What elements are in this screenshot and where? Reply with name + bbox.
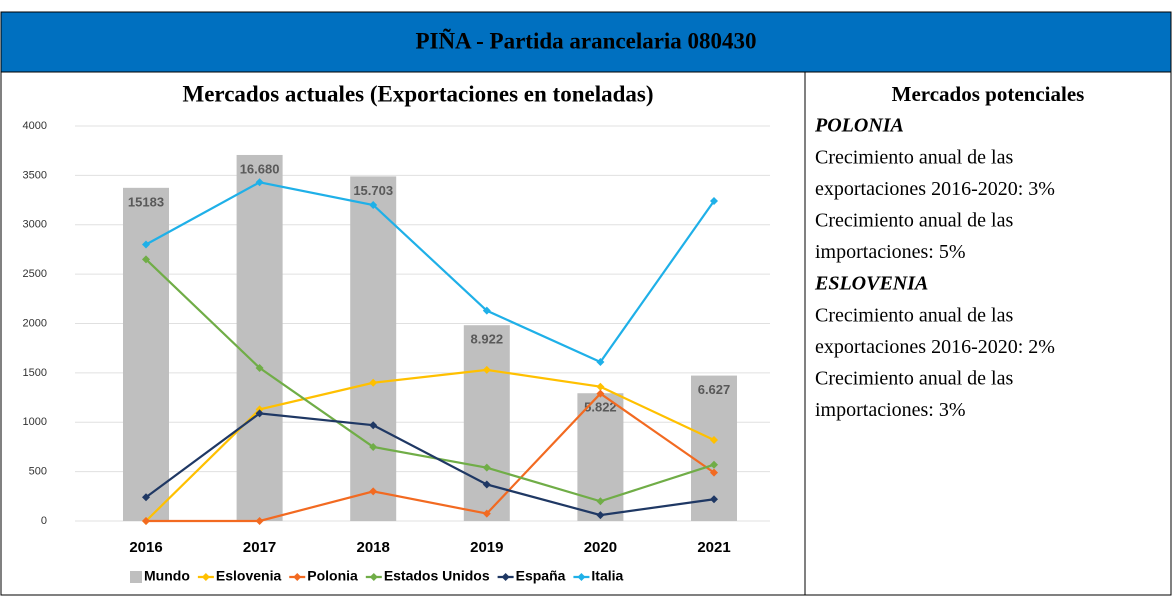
line-marker bbox=[710, 436, 718, 445]
right-title: Mercados potenciales bbox=[892, 82, 1085, 106]
line-marker bbox=[142, 240, 150, 249]
y-tick-label: 0 bbox=[41, 515, 47, 527]
x-tick-label: 2017 bbox=[243, 539, 276, 556]
y-tick-label: 1500 bbox=[23, 367, 47, 379]
line-marker bbox=[596, 358, 605, 367]
x-tick-label: 2016 bbox=[129, 539, 162, 556]
legend-swatch bbox=[130, 571, 142, 583]
line-marker bbox=[596, 382, 605, 391]
bar bbox=[463, 325, 510, 521]
y-tick-label: 3000 bbox=[23, 219, 47, 231]
x-tick-label: 2021 bbox=[697, 539, 730, 556]
line-marker bbox=[596, 389, 605, 398]
section-line: Crecimiento anual de las bbox=[815, 368, 1013, 390]
line-marker bbox=[369, 442, 378, 451]
header-bar bbox=[0, 11, 1172, 73]
line-marker bbox=[596, 497, 605, 506]
line-marker bbox=[482, 306, 491, 315]
line-series bbox=[145, 368, 715, 522]
section-heading: ESLOVENIA bbox=[814, 273, 928, 295]
x-tick-label: 2018 bbox=[357, 539, 390, 556]
section-line: importaciones: 5% bbox=[815, 241, 966, 263]
line-series bbox=[145, 412, 715, 517]
section-line: Crecimiento anual de las bbox=[815, 210, 1013, 232]
line-series bbox=[146, 392, 715, 523]
legend-marker bbox=[577, 573, 586, 581]
x-tick-label: 2020 bbox=[584, 539, 617, 556]
legend-marker bbox=[293, 573, 302, 581]
line-marker bbox=[255, 178, 264, 187]
legend-marker bbox=[369, 573, 378, 581]
line-marker bbox=[255, 409, 264, 418]
line-marker bbox=[142, 493, 150, 502]
y-tick-label: 4000 bbox=[23, 120, 47, 132]
section-line: Crecimiento anual de las bbox=[815, 147, 1013, 169]
line-series bbox=[145, 258, 715, 503]
line-marker bbox=[142, 255, 150, 264]
legend-label: España bbox=[516, 568, 566, 584]
chart-title: Mercados actuales (Exportaciones en tone… bbox=[182, 81, 653, 106]
line-marker bbox=[710, 197, 718, 206]
section-line: importaciones: 3% bbox=[815, 399, 966, 421]
line-marker bbox=[482, 509, 491, 518]
line-marker bbox=[369, 378, 378, 387]
legend-label: Mundo bbox=[144, 568, 190, 584]
legend-label: Polonia bbox=[307, 568, 358, 584]
line-series bbox=[145, 181, 715, 364]
legend-label: Italia bbox=[591, 568, 623, 584]
legend-label: Estados Unidos bbox=[384, 568, 490, 584]
bar bbox=[350, 176, 397, 522]
line-marker bbox=[482, 480, 491, 489]
y-tick-label: 3500 bbox=[23, 169, 47, 181]
y-tick-label: 500 bbox=[29, 466, 47, 478]
legend-marker bbox=[501, 573, 510, 581]
bar-label: 15183 bbox=[128, 194, 164, 209]
section-line: exportaciones 2016-2020: 2% bbox=[815, 336, 1055, 358]
line-marker bbox=[142, 517, 150, 525]
y-tick-label: 2000 bbox=[23, 317, 47, 329]
legend-marker bbox=[201, 573, 210, 581]
line-marker bbox=[255, 363, 264, 372]
line-marker bbox=[482, 463, 491, 472]
line-marker bbox=[369, 421, 378, 430]
header-title: PIÑA - Partida arancelaria 080430 bbox=[415, 28, 756, 53]
right-cell bbox=[804, 71, 1172, 596]
line-marker bbox=[369, 201, 378, 209]
line-marker bbox=[710, 495, 718, 504]
bar-label: 15.703 bbox=[353, 183, 393, 198]
bar-label: 6.627 bbox=[698, 382, 731, 397]
bar-label: 8.922 bbox=[471, 332, 504, 347]
x-tick-label: 2019 bbox=[470, 539, 503, 556]
y-tick-label: 1000 bbox=[23, 416, 47, 428]
section-line: exportaciones 2016-2020: 3% bbox=[815, 178, 1055, 200]
section-heading: POLONIA bbox=[814, 115, 904, 137]
line-marker bbox=[369, 487, 378, 496]
legend-label: Eslovenia bbox=[216, 568, 282, 584]
bar bbox=[236, 154, 283, 521]
line-marker bbox=[710, 468, 718, 477]
bar-label: 16.680 bbox=[240, 161, 280, 176]
y-tick-label: 2500 bbox=[23, 268, 47, 280]
line-marker bbox=[596, 511, 605, 520]
line-marker bbox=[255, 517, 264, 525]
line-marker bbox=[710, 460, 718, 469]
line-marker bbox=[482, 365, 491, 374]
section-line: Crecimiento anual de las bbox=[815, 305, 1013, 327]
left-cell bbox=[0, 71, 806, 596]
bar bbox=[123, 187, 169, 521]
